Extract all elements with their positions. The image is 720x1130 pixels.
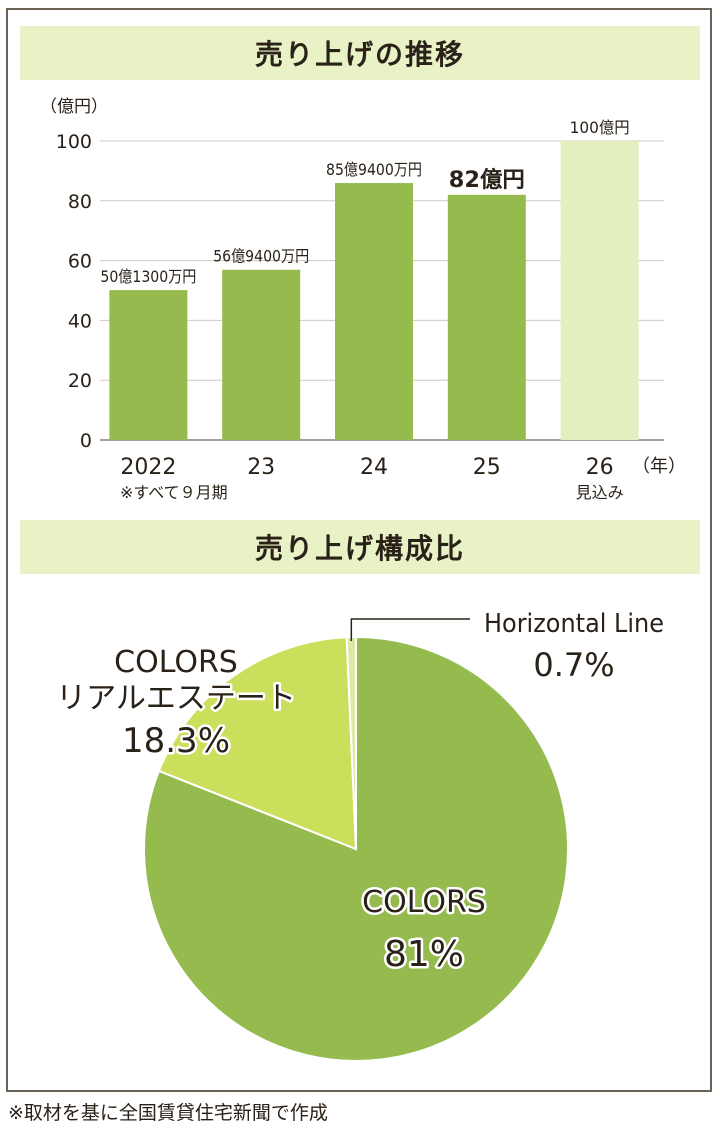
- bar-data-label: 100億円: [570, 118, 630, 137]
- bar: [560, 141, 639, 440]
- chart-note: ※すべて９月期: [120, 483, 228, 502]
- pie-label: リアルエステート: [56, 681, 296, 716]
- source-note: ※取材を基に全国賃貸住宅新聞で作成: [8, 1102, 328, 1124]
- x-tick-label: 25: [473, 455, 501, 480]
- y-tick-label: 80: [68, 191, 92, 213]
- pie-label: COLORS: [114, 645, 238, 680]
- bar-data-label: 82億円: [449, 167, 525, 193]
- pie-slice: [157, 636, 358, 851]
- bar-data-label: 50億1300万円: [100, 267, 196, 286]
- x-tick-label: 2022: [120, 455, 176, 480]
- bar: [109, 290, 188, 440]
- bar-chart-title: 売り上げの推移: [20, 26, 700, 80]
- y-tick-label: 40: [68, 310, 92, 332]
- x-tick-sublabel: 見込み: [576, 483, 624, 502]
- pie-label: COLORS: [362, 885, 486, 920]
- y-unit-label: （億円）: [40, 97, 108, 117]
- pie-leader-line: [350, 618, 470, 642]
- bar-data-label: 56億9400万円: [213, 247, 309, 266]
- x-tick-label: 24: [360, 455, 388, 480]
- bar: [447, 194, 526, 440]
- y-tick-label: 20: [68, 370, 92, 392]
- bar: [335, 183, 413, 440]
- pie-value-label: 81%: [384, 934, 464, 975]
- pie-label: Horizontal Line: [484, 609, 664, 639]
- x-unit-label: （年）: [632, 456, 686, 477]
- pie-value-label: 18.3%: [122, 721, 230, 761]
- y-tick-label: 60: [68, 251, 92, 273]
- y-tick-label: 100: [56, 131, 92, 153]
- pie-value-label: 0.7%: [533, 646, 614, 684]
- bar: [222, 269, 301, 440]
- x-tick-label: 23: [247, 455, 275, 480]
- y-tick-label: 0: [80, 430, 92, 452]
- pie-chart-title: 売り上げ構成比: [20, 520, 700, 574]
- x-tick-label: 26: [586, 455, 614, 480]
- bar-data-label: 85億9400万円: [326, 160, 422, 179]
